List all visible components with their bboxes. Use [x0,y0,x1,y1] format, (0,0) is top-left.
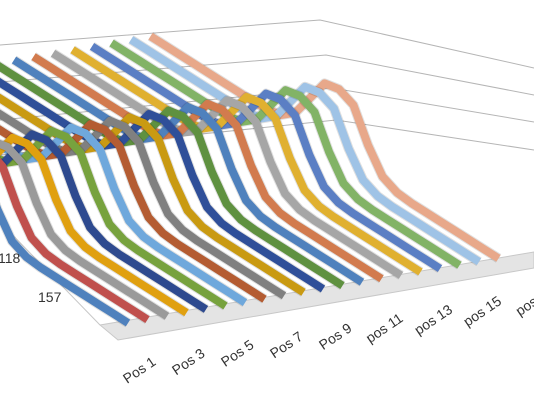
series-7-line [0,123,248,306]
x-tick-label: pos 11 [363,310,406,346]
series-13-line [11,56,365,286]
series-5-line [0,130,209,313]
depth-tick-label: 157 [38,289,62,305]
series-18-line [109,39,462,269]
back-wall-top-edge [0,19,534,69]
series-1-line [0,204,131,327]
series-6-line [0,127,228,310]
x-tick-label: pos 13 [411,301,455,338]
floor-plane [98,251,534,341]
series-12-line [0,62,345,289]
series-8-line [0,120,267,303]
series-11-line [0,77,326,293]
x-tick-label: Pos 3 [169,345,208,378]
series-3-line [0,139,170,320]
series-16-line [70,46,423,276]
depth-tick-label: 118 [0,250,21,266]
series-14-line [31,53,384,283]
x-tick-label: pos 1 [513,286,534,319]
series-2-line [0,157,150,323]
series-19-line [128,36,482,266]
series-20-line [148,32,501,262]
x-tick-label: Pos 7 [267,328,306,361]
series-10-line [0,93,306,296]
series-15-line [50,49,404,279]
series-layer [0,31,502,328]
series-9-line [0,109,287,300]
series-4-line [0,133,189,317]
x-tick-label: Pos 5 [218,336,257,369]
x-tick-label: Pos 1 [120,353,159,386]
x-tick-label: pos 15 [460,293,504,330]
series-17-line [89,43,443,272]
x-tick-label: Pos 9 [316,319,355,352]
